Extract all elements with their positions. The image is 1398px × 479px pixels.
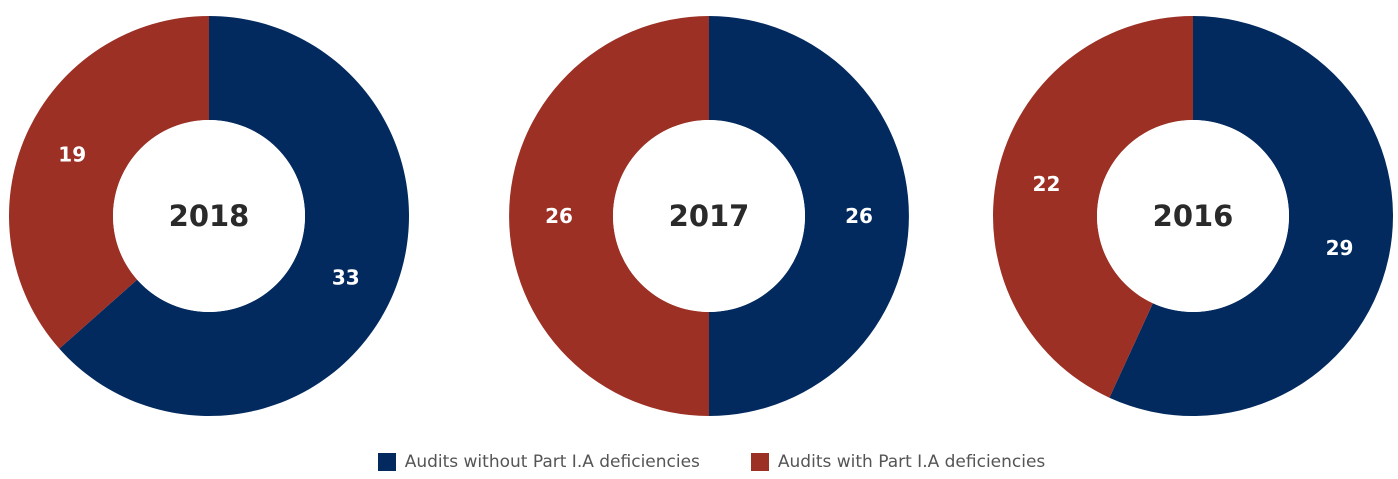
slice-with-2018 bbox=[8, 16, 210, 349]
donut-title-2018: 2018 bbox=[169, 199, 250, 233]
slice-label-without-2017: 26 bbox=[845, 204, 873, 228]
slice-label-with-2016: 22 bbox=[1033, 172, 1061, 196]
legend-swatch-with bbox=[750, 453, 769, 471]
donut-hole-2016 bbox=[1097, 120, 1289, 312]
legend-label-with: Audits with Part I.A deficiencies bbox=[777, 452, 1046, 472]
slice-label-without-2018: 33 bbox=[332, 266, 360, 290]
slice-label-without-2016: 29 bbox=[1326, 236, 1354, 260]
slice-with-2016 bbox=[993, 16, 1193, 398]
slice-without-2017 bbox=[709, 16, 909, 416]
donut-hole-2017 bbox=[613, 120, 805, 312]
donut-title-2016: 2016 bbox=[1153, 199, 1234, 233]
slice-with-2017 bbox=[509, 16, 709, 416]
donut-title-2017: 2017 bbox=[669, 199, 750, 233]
slice-label-with-2017: 26 bbox=[545, 204, 573, 228]
legend: Audits without Part I.A deficiencies Aud… bbox=[0, 452, 1398, 472]
legend-label-without: Audits without Part I.A deficiencies bbox=[404, 452, 700, 472]
slice-without-2016 bbox=[1109, 16, 1394, 416]
donut-chart-2016: 29 22 2016 bbox=[993, 16, 1394, 416]
donut-chart-2018: 33 19 2018 bbox=[8, 16, 410, 417]
legend-swatch-without bbox=[377, 453, 396, 471]
donut-hole-2018 bbox=[113, 120, 305, 312]
legend-item-with: Audits with Part I.A deficiencies bbox=[726, 452, 1045, 472]
legend-item-without: Audits without Part I.A deficiencies bbox=[353, 452, 700, 472]
donut-charts: 33 19 2018 26 26 2017 29 22 2016 bbox=[8, 16, 1394, 417]
donut-chart-2017: 26 26 2017 bbox=[509, 16, 909, 416]
slice-without-2018 bbox=[59, 16, 410, 417]
slice-label-with-2018: 19 bbox=[58, 142, 86, 166]
